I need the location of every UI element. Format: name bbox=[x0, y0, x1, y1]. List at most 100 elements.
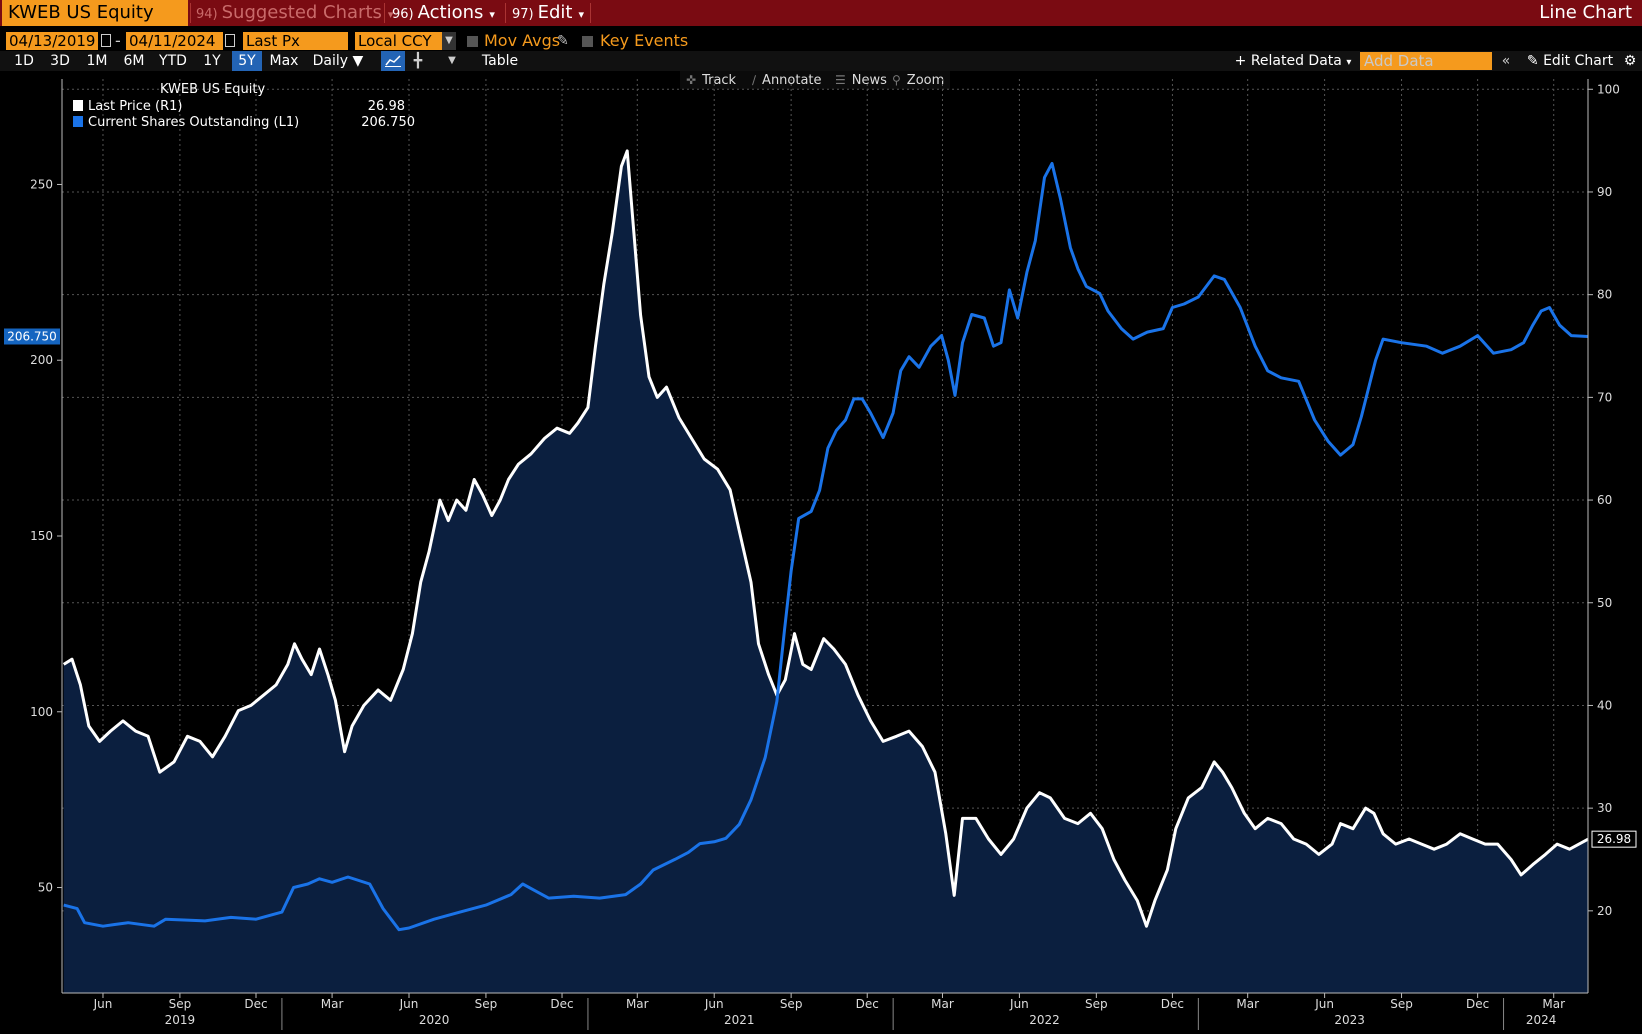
year-label: 2020 bbox=[419, 1013, 450, 1027]
news-tool[interactable]: ☰ News bbox=[835, 71, 887, 89]
x-axis-tick-label: Dec bbox=[856, 997, 879, 1011]
frequency-select[interactable]: Daily ▼ bbox=[310, 51, 366, 71]
caret-down-icon: ▾ bbox=[489, 8, 495, 21]
key-events-label[interactable]: Key Events bbox=[600, 31, 689, 50]
caret-down-icon: ▾ bbox=[387, 8, 394, 21]
range-button-1d[interactable]: 1D bbox=[14, 53, 34, 69]
x-axis-tick-label: Jun bbox=[93, 997, 113, 1011]
x-axis-tick-label: Sep bbox=[1085, 997, 1108, 1011]
right-axis-current-value: 26.98 bbox=[1597, 832, 1631, 846]
range-button-max[interactable]: Max bbox=[269, 53, 299, 69]
x-axis-tick-label: Mar bbox=[931, 997, 954, 1011]
annotate-tool[interactable]: ∕ Annotate bbox=[752, 71, 822, 89]
zoom-tool[interactable]: ⚲ Zoom bbox=[892, 71, 944, 89]
year-label: 2022 bbox=[1029, 1013, 1060, 1027]
right-axis-tick-label: 80 bbox=[1597, 288, 1612, 302]
right-axis-tick-label: 60 bbox=[1597, 493, 1612, 507]
related-data-menu[interactable]: + Related Data ▾ bbox=[1228, 51, 1358, 71]
related-data-label: Related Data bbox=[1250, 53, 1342, 69]
left-axis-current-value-box bbox=[4, 328, 60, 345]
calendar-icon[interactable] bbox=[225, 34, 235, 47]
caret-down-icon: ▼ bbox=[352, 53, 364, 69]
news-label: News bbox=[851, 73, 887, 88]
x-axis-tick-label: Sep bbox=[1390, 997, 1413, 1011]
x-axis-tick-label: Sep bbox=[169, 997, 192, 1011]
pencil-icon: ✎ bbox=[1526, 53, 1539, 69]
right-axis-tick-label: 30 bbox=[1597, 801, 1612, 815]
mov-avgs-label[interactable]: Mov Avgs bbox=[484, 31, 561, 50]
separator bbox=[590, 3, 591, 23]
pen-icon: ∕ bbox=[752, 73, 757, 87]
calendar-icon[interactable] bbox=[101, 34, 111, 47]
range-button-1y[interactable]: 1Y bbox=[203, 53, 221, 69]
x-axis-tick-label: Dec bbox=[244, 997, 267, 1011]
legend-swatch bbox=[73, 116, 83, 127]
menu-label: Suggested Charts bbox=[221, 2, 382, 23]
news-icon: ☰ bbox=[835, 73, 846, 87]
x-axis-tick-label: Jun bbox=[1314, 997, 1334, 1011]
right-axis-tick-label: 40 bbox=[1597, 698, 1612, 712]
x-axis-tick-label: Dec bbox=[1466, 997, 1489, 1011]
chevron-down-icon[interactable]: ▼ bbox=[448, 55, 456, 66]
edit-chart-button[interactable]: ✎ Edit Chart bbox=[1520, 51, 1620, 71]
track-tool[interactable]: ✜ Track bbox=[686, 71, 736, 89]
range-button-ytd[interactable]: YTD bbox=[159, 53, 187, 69]
right-axis-tick-label: 100 bbox=[1597, 82, 1620, 96]
field-input[interactable]: Last Px bbox=[243, 32, 348, 50]
crosshair-icon: ✜ bbox=[686, 73, 697, 87]
collapse-left-icon[interactable]: « bbox=[1501, 53, 1511, 69]
mov-avgs-checkbox[interactable] bbox=[467, 36, 478, 47]
key-events-checkbox[interactable] bbox=[582, 36, 593, 47]
x-axis-tick-label: Sep bbox=[780, 997, 803, 1011]
legend-item-last-price[interactable]: Last Price (R1) bbox=[73, 99, 183, 114]
range-button-1m[interactable]: 1M bbox=[86, 53, 108, 69]
year-label: 2023 bbox=[1334, 1013, 1365, 1027]
year-label: 2021 bbox=[724, 1013, 755, 1027]
actions-menu[interactable]: 96) Actions ▾ bbox=[392, 0, 495, 26]
year-label: 2019 bbox=[165, 1013, 196, 1027]
line-chart-icon[interactable] bbox=[381, 51, 405, 71]
axes: 50 100 150 200 250 206.750 20 30 40 50 60 70 80 90 100… bbox=[4, 79, 1637, 1030]
right-axis-current-value-box bbox=[1591, 830, 1637, 848]
legend-item-shares-outstanding[interactable]: Current Shares Outstanding (L1) bbox=[73, 115, 299, 130]
chevron-down-icon[interactable]: ▼ bbox=[442, 32, 456, 50]
frequency-label: Daily bbox=[312, 53, 349, 69]
legend-value: 206.750 bbox=[361, 115, 415, 130]
range-button-6m[interactable]: 6M bbox=[123, 53, 145, 69]
x-axis-tick-label: Jun bbox=[1009, 997, 1029, 1011]
table-button[interactable]: Table bbox=[481, 53, 519, 69]
gear-icon[interactable]: ⚙ bbox=[1623, 53, 1637, 69]
ticker-field[interactable]: KWEB US Equity bbox=[2, 0, 188, 26]
x-axis-tick-label: Jun bbox=[704, 997, 724, 1011]
legend-title: KWEB US Equity bbox=[160, 82, 266, 97]
x-axis-tick-label: Dec bbox=[550, 997, 573, 1011]
x-axis-tick-label: Dec bbox=[1161, 997, 1184, 1011]
suggested-charts-menu[interactable]: 94) Suggested Charts ▾ bbox=[196, 0, 393, 26]
separator bbox=[384, 3, 385, 23]
top-bar: KWEB US Equity 94) Suggested Charts ▾ 96) A… bbox=[0, 0, 1642, 26]
right-axis-tick-label: 50 bbox=[1597, 596, 1612, 610]
add-data-input[interactable]: Add Data bbox=[1360, 52, 1492, 70]
bar-chart-icon[interactable]: ╋ bbox=[413, 53, 423, 69]
track-label: Track bbox=[702, 73, 737, 88]
currency-select[interactable]: Local CCY bbox=[355, 32, 442, 50]
chart-type-label: Line Chart bbox=[1539, 2, 1632, 23]
left-axis-tick-label: 100 bbox=[30, 705, 53, 719]
separator bbox=[190, 3, 191, 23]
range-button-5y[interactable]: 5Y bbox=[232, 51, 262, 71]
range-toolbar: 1D 3D 1M 6M YTD 1Y 5Y Max Daily ▼ ╋ ▼ Ta… bbox=[0, 51, 1642, 71]
x-axis-tick-label: Jun bbox=[399, 997, 419, 1011]
left-axis-tick-label: 250 bbox=[30, 177, 53, 191]
menu-number: 97) bbox=[512, 7, 534, 22]
start-date-input[interactable]: 04/13/2019 bbox=[6, 32, 98, 50]
caret-down-icon: ▾ bbox=[1346, 57, 1352, 68]
caret-down-icon: ▾ bbox=[578, 8, 585, 21]
x-axis-tick-label: Mar bbox=[1236, 997, 1259, 1011]
zoom-label: Zoom bbox=[906, 73, 945, 88]
pencil-icon[interactable]: ✎ bbox=[557, 33, 569, 49]
edit-menu[interactable]: 97) Edit ▾ bbox=[512, 0, 584, 26]
legend-value: 26.98 bbox=[367, 99, 405, 114]
range-button-3d[interactable]: 3D bbox=[50, 53, 70, 69]
end-date-input[interactable]: 04/11/2024 bbox=[126, 32, 223, 50]
